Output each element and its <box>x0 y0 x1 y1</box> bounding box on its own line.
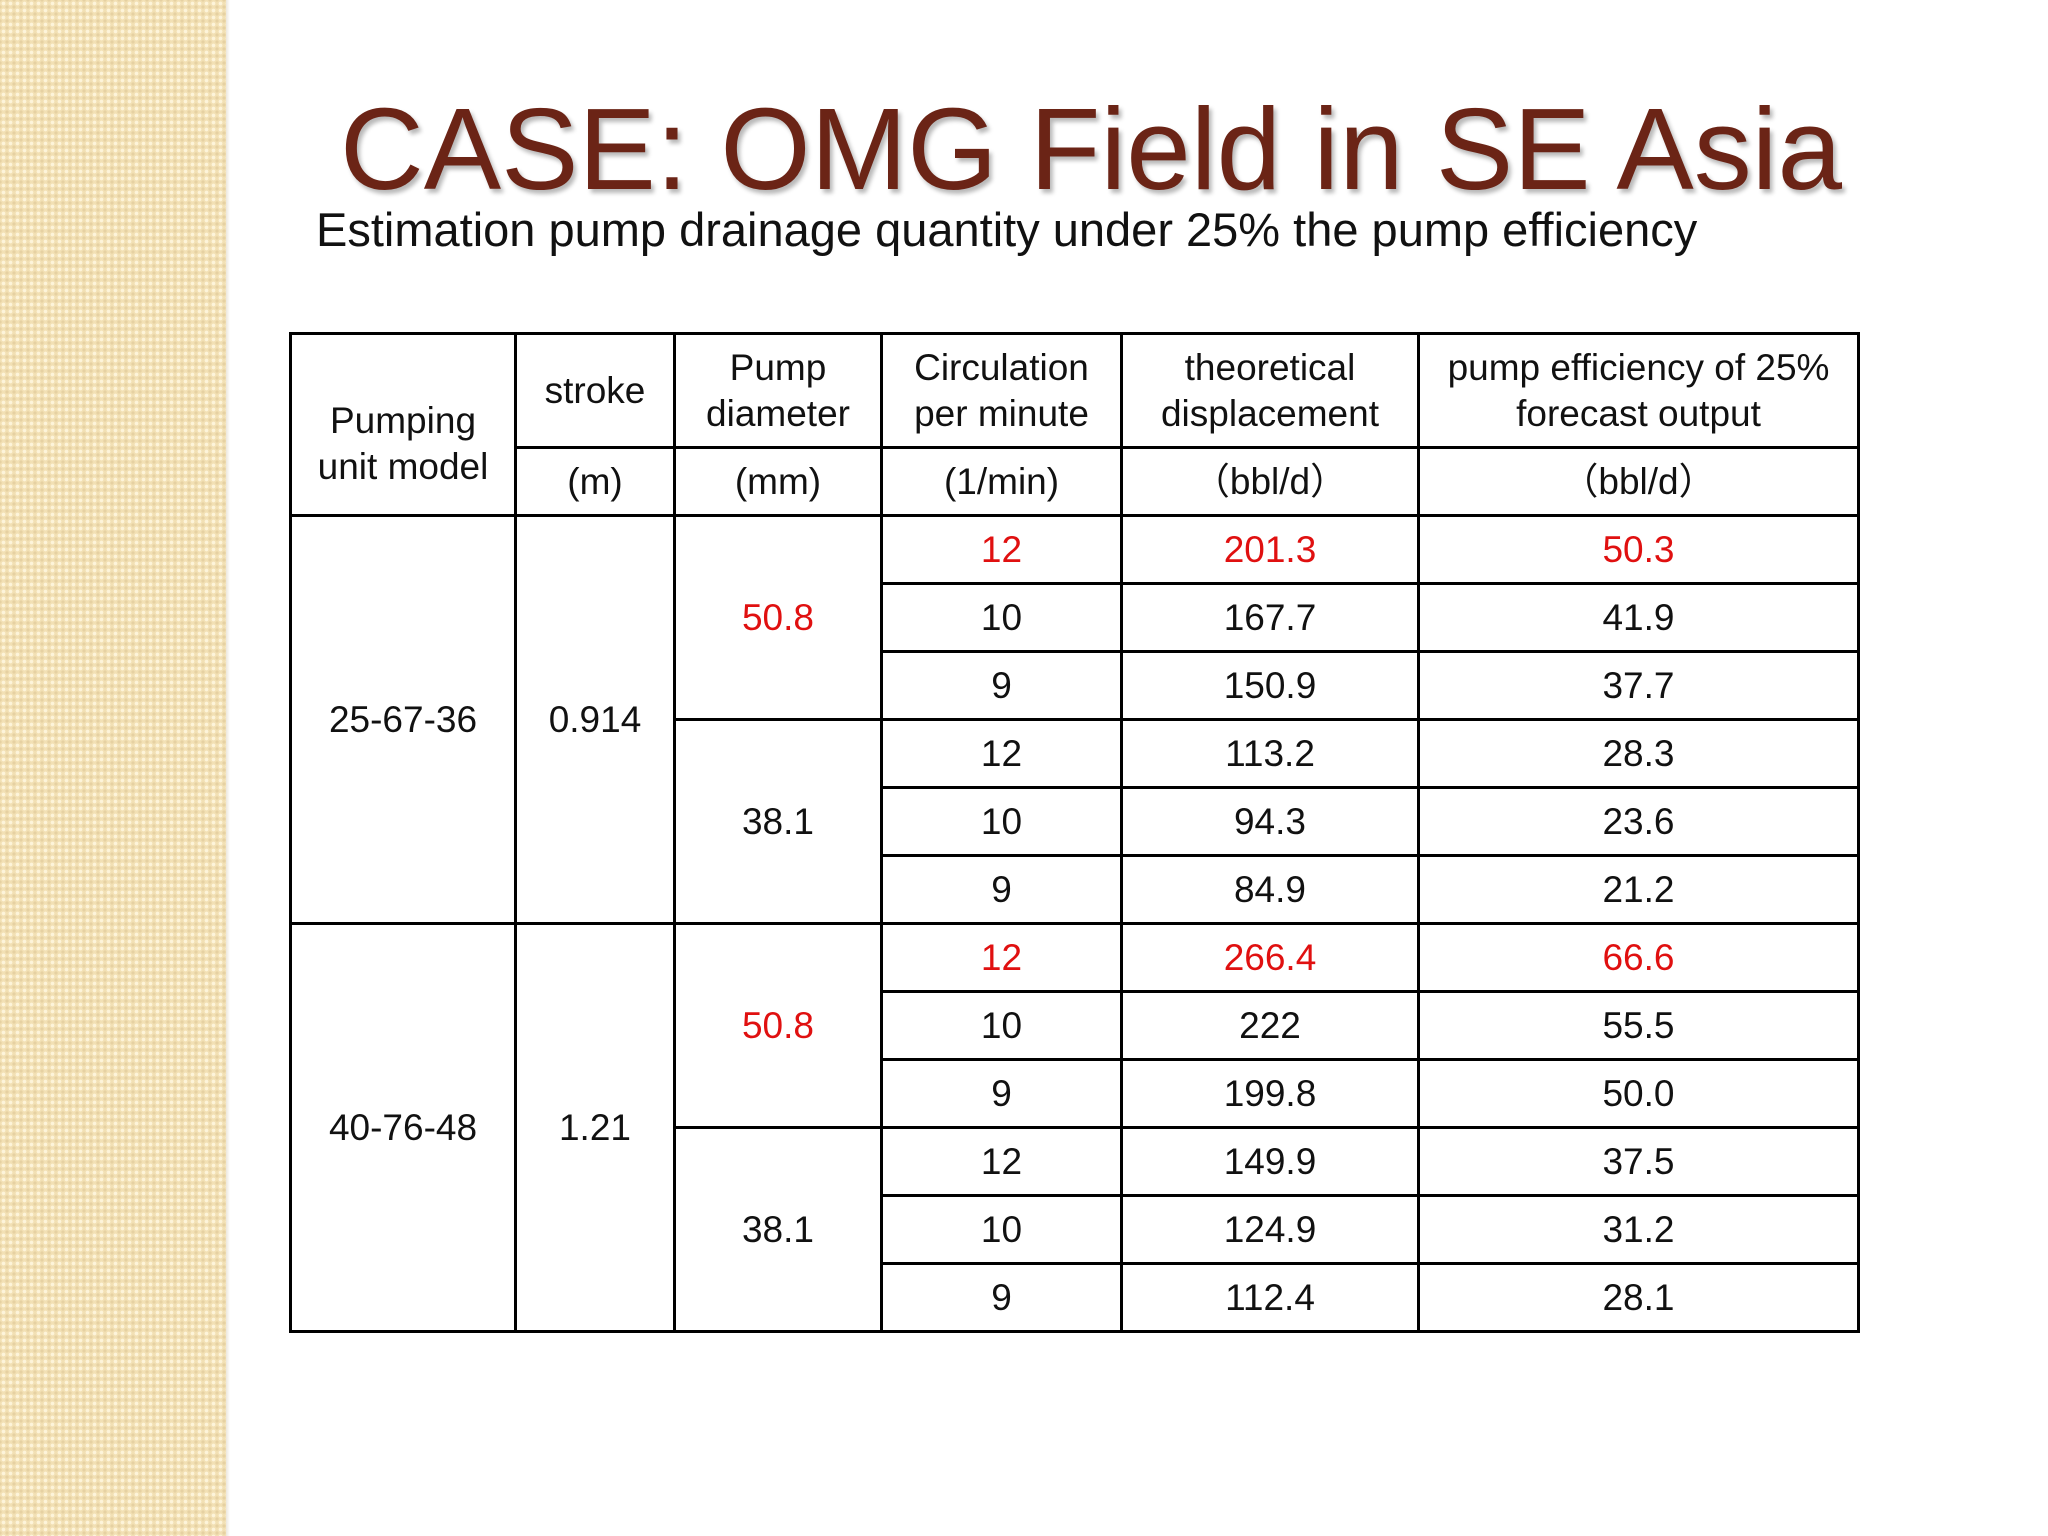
header-row: Pumping unit model stroke Pump diameter … <box>289 332 1860 517</box>
slide-title: CASE: OMG Field in SE Asia <box>340 84 1843 214</box>
circulation-cell: 10 <box>880 1194 1123 1265</box>
output-cell: 37.7 <box>1417 650 1860 721</box>
output-cell: 37.5 <box>1417 1126 1860 1197</box>
circulation-cell: 10 <box>880 990 1123 1061</box>
output-cell: 21.2 <box>1417 854 1860 925</box>
table-row: 40-76-48 1.21 50.8 12 266.4 66.6 <box>289 922 1860 1333</box>
table-row: 25-67-36 0.914 50.8 12 201.3 50.3 <box>289 514 1860 925</box>
output-cell: 66.6 <box>1417 922 1860 993</box>
header-label-circulation: Circulation per minute <box>914 346 1089 434</box>
displacement-cell: 199.8 <box>1120 1058 1420 1129</box>
table-row: 10 167.7 41.9 <box>291 582 1860 653</box>
table-row: 38.1 12 113.2 28.3 <box>291 718 1860 925</box>
model-cell: 25-67-36 <box>289 514 517 925</box>
table-row: 9 84.9 21.2 <box>291 854 1860 925</box>
unit-cell-diameter: (mm) <box>673 446 883 517</box>
slide-subtitle: Estimation pump drainage quantity under … <box>316 203 1698 256</box>
circulation-cell: 12 <box>880 718 1123 789</box>
pump-output-table: Pumping unit model stroke Pump diameter … <box>289 332 1860 1333</box>
output-cell: 55.5 <box>1417 990 1860 1061</box>
displacement-cell: 113.2 <box>1120 718 1420 789</box>
displacement-cell: 150.9 <box>1120 650 1420 721</box>
table-row: 10 124.9 31.2 <box>291 1194 1860 1265</box>
diameter-cell: 50.8 <box>673 922 883 1129</box>
circulation-cell: 12 <box>880 514 1123 585</box>
displacement-cell: 167.7 <box>1120 582 1420 653</box>
header-label-displacement: theoretical displacement <box>1160 346 1379 434</box>
displacement-cell: 149.9 <box>1120 1126 1420 1197</box>
circulation-cell: 9 <box>880 1262 1123 1333</box>
header-label-model: Pumping unit model <box>317 399 489 487</box>
header-cell-model: Pumping unit model <box>289 332 517 517</box>
displacement-cell: 266.4 <box>1120 922 1420 993</box>
table-row: 10 94.3 23.6 <box>291 786 1860 857</box>
stroke-cell: 1.21 <box>514 922 676 1333</box>
output-cell: 28.3 <box>1417 718 1860 789</box>
diameter-cell: 38.1 <box>673 718 883 925</box>
header-cell-circulation: Circulation per minute <box>880 332 1123 449</box>
displacement-cell: 94.3 <box>1120 786 1420 857</box>
displacement-cell: 124.9 <box>1120 1194 1420 1265</box>
output-cell: 23.6 <box>1417 786 1860 857</box>
unit-cell-output: （bbl/d） <box>1417 446 1860 517</box>
unit-row: (m) (mm) (1/min) （bbl/d） （bbl/d） <box>291 446 1860 517</box>
circulation-cell: 9 <box>880 1058 1123 1129</box>
table-row: 10 222 55.5 <box>291 990 1860 1061</box>
unit-cell-stroke: (m) <box>514 446 676 517</box>
output-cell: 31.2 <box>1417 1194 1860 1265</box>
header-label-diameter: Pump diameter <box>706 346 850 434</box>
table-row: 9 112.4 28.1 <box>291 1262 1860 1333</box>
header-cell-displacement: theoretical displacement <box>1120 332 1420 449</box>
displacement-cell: 201.3 <box>1120 514 1420 585</box>
unit-cell-circulation: (1/min) <box>880 446 1123 517</box>
header-label-stroke: stroke <box>544 369 646 411</box>
displacement-cell: 84.9 <box>1120 854 1420 925</box>
side-band-edge <box>226 0 230 1536</box>
diameter-cell: 38.1 <box>673 1126 883 1333</box>
diameter-cell: 50.8 <box>673 514 883 721</box>
circulation-cell: 9 <box>880 854 1123 925</box>
output-cell: 50.0 <box>1417 1058 1860 1129</box>
model-cell: 40-76-48 <box>289 922 517 1333</box>
circulation-cell: 9 <box>880 650 1123 721</box>
displacement-cell: 112.4 <box>1120 1262 1420 1333</box>
circulation-cell: 10 <box>880 786 1123 857</box>
circulation-cell: 12 <box>880 922 1123 993</box>
displacement-cell: 222 <box>1120 990 1420 1061</box>
header-cell-diameter: Pump diameter <box>673 332 883 449</box>
table-row: 38.1 12 149.9 37.5 <box>291 1126 1860 1333</box>
unit-cell-displacement: （bbl/d） <box>1120 446 1420 517</box>
decorative-side-band <box>0 0 226 1536</box>
table-row: 9 150.9 37.7 <box>291 650 1860 721</box>
header-label-output: pump efficiency of 25% forecast output <box>1447 346 1830 434</box>
circulation-cell: 10 <box>880 582 1123 653</box>
table-row: 9 199.8 50.0 <box>291 1058 1860 1129</box>
output-cell: 50.3 <box>1417 514 1860 585</box>
output-cell: 41.9 <box>1417 582 1860 653</box>
circulation-cell: 12 <box>880 1126 1123 1197</box>
header-cell-stroke: stroke <box>514 332 676 449</box>
output-cell: 28.1 <box>1417 1262 1860 1333</box>
header-cell-output: pump efficiency of 25% forecast output <box>1417 332 1860 449</box>
stroke-cell: 0.914 <box>514 514 676 925</box>
